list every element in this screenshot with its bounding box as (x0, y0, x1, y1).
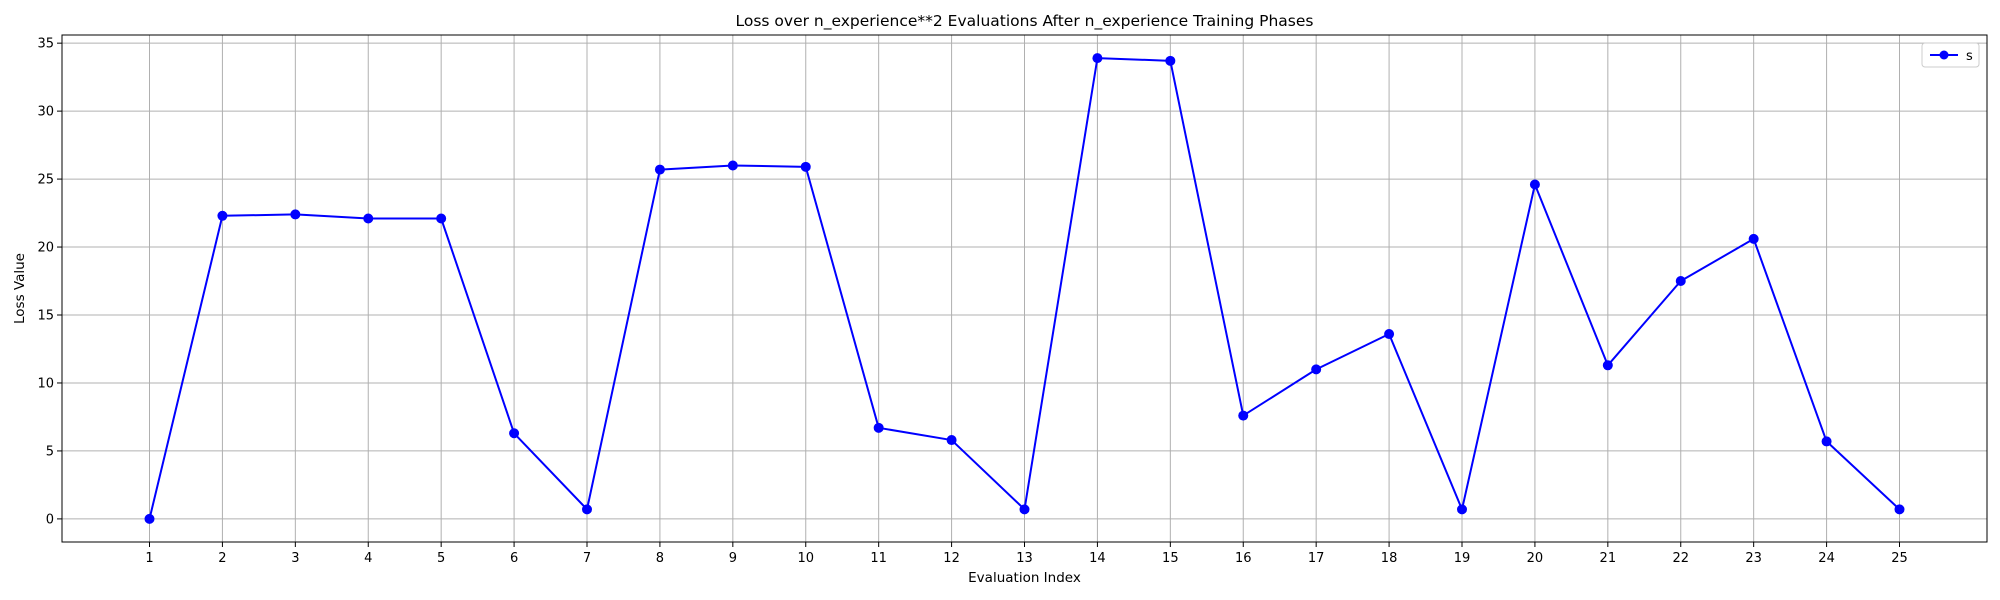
y-tick-label: 10 (37, 376, 54, 391)
y-tick-label: 25 (37, 173, 54, 188)
y-axis-ticks: 0 5 10 15 20 25 30 35 (37, 37, 62, 527)
x-tick-label: 6 (510, 551, 518, 566)
x-tick-label: 16 (1235, 551, 1252, 566)
data-point (1602, 360, 1613, 371)
x-tick-label: 2 (218, 551, 226, 566)
x-tick-label: 19 (1454, 551, 1471, 566)
grid (62, 35, 1987, 542)
x-tick-label: 4 (364, 551, 372, 566)
x-tick-label: 24 (1818, 551, 1835, 566)
data-point (1311, 364, 1322, 375)
legend-marker (1939, 50, 1949, 60)
x-tick-label: 25 (1891, 551, 1908, 566)
x-axis-label: Evaluation Index (968, 570, 1081, 586)
x-tick-label: 15 (1162, 551, 1179, 566)
plot-frame (61, 34, 1988, 543)
data-point (1894, 504, 1905, 515)
legend: s (1921, 42, 1980, 68)
x-tick-label: 23 (1745, 551, 1762, 566)
data-point (1821, 436, 1832, 447)
data-point (1675, 276, 1686, 287)
x-tick-label: 14 (1089, 551, 1106, 566)
x-tick-label: 18 (1381, 551, 1398, 566)
x-tick-label: 9 (729, 551, 737, 566)
x-tick-label: 10 (797, 551, 814, 566)
y-tick-label: 15 (37, 309, 54, 324)
data-point (509, 428, 520, 439)
x-tick-label: 5 (437, 551, 445, 566)
x-axis-ticks: 1 2 3 4 5 6 7 8 9 10 11 12 13 14 15 16 17 18 19 20 21 22 23 24 2… (145, 542, 1908, 566)
x-tick-label: 8 (656, 551, 664, 566)
x-tick-label: 21 (1600, 551, 1617, 566)
data-point (1529, 179, 1540, 190)
x-tick-label: 17 (1308, 551, 1325, 566)
data-point (654, 164, 665, 175)
y-tick-label: 20 (37, 241, 54, 256)
data-point (1238, 410, 1249, 421)
data-point (217, 210, 228, 221)
chart-title: Loss over n_experience**2 Evaluations Af… (736, 12, 1314, 31)
y-tick-label: 30 (37, 105, 54, 120)
legend-label: s (1966, 49, 1973, 64)
data-point (436, 213, 447, 224)
series-layer (144, 53, 1905, 524)
data-point (582, 504, 592, 515)
data-point (1384, 329, 1395, 340)
data-point (1748, 233, 1759, 244)
x-tick-label: 13 (1016, 551, 1033, 566)
y-tick-label: 35 (37, 37, 54, 52)
y-tick-label: 0 (46, 512, 54, 527)
x-tick-label: 12 (943, 551, 960, 566)
data-point (1019, 504, 1030, 515)
x-tick-label: 11 (870, 551, 887, 566)
data-point (144, 513, 155, 524)
x-tick-label: 20 (1527, 551, 1544, 566)
y-tick-label: 5 (46, 444, 54, 459)
data-point (1457, 504, 1467, 515)
data-point (873, 422, 884, 433)
x-tick-label: 3 (291, 551, 299, 566)
data-point (1165, 55, 1176, 66)
y-axis-label: Loss Value (12, 253, 28, 324)
x-tick-label: 22 (1672, 551, 1689, 566)
data-point (946, 435, 957, 446)
data-point (800, 161, 811, 172)
data-point (290, 209, 301, 220)
x-tick-label: 7 (583, 551, 591, 566)
data-point (1092, 53, 1103, 64)
data-point (363, 213, 374, 224)
data-point (727, 160, 738, 171)
x-tick-label: 1 (145, 551, 153, 566)
